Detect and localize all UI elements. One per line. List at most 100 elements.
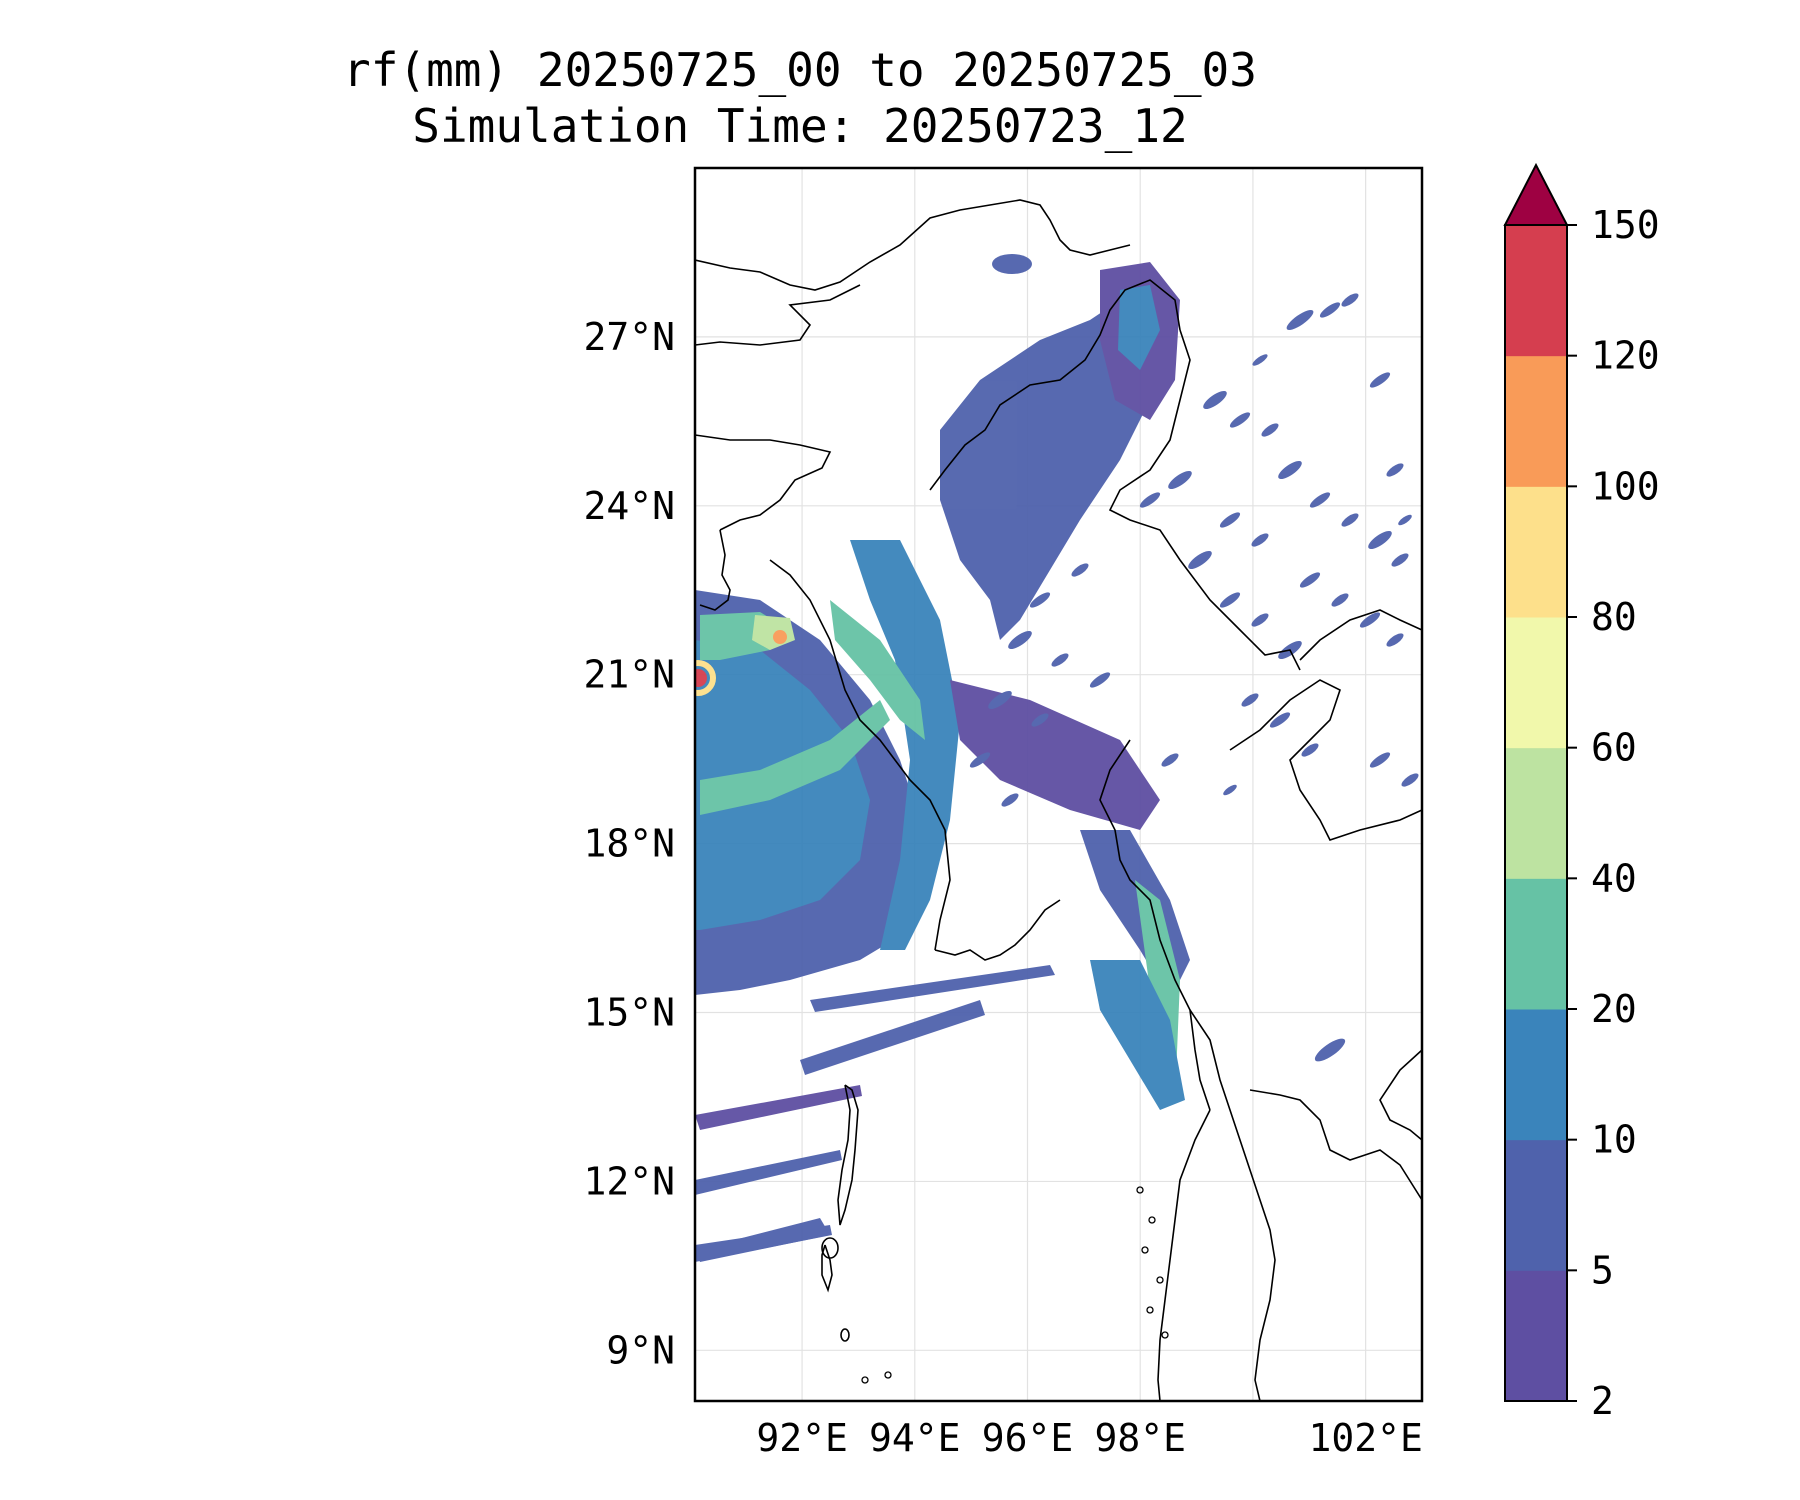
- rain-cell: [1286, 309, 1314, 331]
- lat-label: 12°N: [583, 1159, 675, 1203]
- border-nepal-bhutan: [695, 199, 1131, 291]
- rainfall-field: [695, 254, 1419, 1262]
- rain-cell: [1168, 470, 1192, 490]
- rain-cell: [1241, 693, 1259, 707]
- rain-streak-1: [810, 965, 1055, 1012]
- rain-cell: [1029, 592, 1051, 608]
- rain-cell: [1008, 630, 1032, 650]
- islands-mergui: [861, 1186, 1169, 1384]
- rain-cell: [1269, 712, 1291, 728]
- colorbar-segment: [1505, 486, 1567, 618]
- rain-cell: [1369, 372, 1391, 388]
- rain-cell: [1223, 784, 1237, 796]
- rain-cell: [988, 690, 1012, 710]
- lon-label: 96°E: [982, 1416, 1074, 1460]
- figure-subtitle: Simulation Time: 20250723_12: [412, 99, 1188, 153]
- colorbar-tick-label: 2: [1591, 1379, 1614, 1423]
- rain-cell: [1252, 354, 1268, 366]
- rain-streak-2: [800, 1000, 985, 1075]
- rain-cell: [1051, 653, 1069, 667]
- rain-cell: [969, 752, 991, 768]
- colorbar-extend-arrow: [1503, 162, 1569, 226]
- rain-cell: [1401, 773, 1419, 787]
- border-india-myanmar: [929, 279, 1181, 491]
- rain-cell: [1089, 672, 1111, 688]
- colorbar-segment: [1505, 1139, 1567, 1271]
- coast-bangladesh-delta: [699, 529, 731, 611]
- lon-label: 92°E: [756, 1416, 848, 1460]
- rain-cell: [1386, 633, 1404, 647]
- rain-south-tail-2: [1090, 960, 1185, 1110]
- latitude-labels: 27°N 24°N 21°N 18°N 15°N 12°N 9°N: [583, 315, 675, 1372]
- rain-cell: [1369, 752, 1391, 768]
- rain-cell: [1139, 492, 1161, 508]
- colorbar-tick-label: 10: [1591, 1118, 1637, 1162]
- colorbar-tick-label: 80: [1591, 595, 1637, 639]
- coast-thailand-east: [1249, 1089, 1422, 1201]
- rain-north-3: [1118, 285, 1160, 370]
- map-frame: [693, 166, 1424, 1403]
- rain-cell: [1161, 753, 1179, 767]
- rain-north-blob: [992, 254, 1032, 274]
- figure-title: rf(mm) 20250725_00 to 20250725_03: [343, 43, 1257, 97]
- colorbar-tick-label: 5: [1591, 1248, 1614, 1292]
- rain-cell: [1251, 613, 1269, 627]
- border-bangladesh: [695, 434, 832, 531]
- colorbar-tick-label: 40: [1591, 856, 1637, 900]
- rain-hotspot-c-ring: [695, 660, 716, 696]
- lat-label: 24°N: [583, 484, 675, 528]
- rain-streak-5: [695, 1218, 830, 1262]
- rain-cell: [1031, 713, 1049, 727]
- rain-cell: [1051, 533, 1069, 547]
- lat-label: 15°N: [583, 991, 675, 1035]
- rain-hotspot-b: [773, 630, 787, 644]
- coastlines: [695, 199, 1422, 1401]
- lon-label: 94°E: [869, 1416, 961, 1460]
- coast-andaman-s: [821, 1244, 833, 1293]
- colorbar-frame: [1504, 224, 1568, 1402]
- rain-cell: [1188, 550, 1212, 570]
- rain-cell: [1368, 530, 1392, 550]
- colorbar-tick-label: 60: [1591, 726, 1637, 770]
- lat-label: 21°N: [583, 653, 675, 697]
- colorbar-tick-label: 150: [1591, 203, 1660, 247]
- rain-coast-core: [830, 600, 925, 740]
- colorbar-segment: [1505, 878, 1567, 1010]
- colorbar-segment: [1505, 617, 1567, 749]
- colorbar-tick-label: 120: [1591, 334, 1660, 378]
- rain-cell: [1203, 390, 1227, 410]
- colorbar-tick-label: 20: [1591, 987, 1637, 1031]
- rain-cell: [1386, 463, 1404, 477]
- rain-cell: [1314, 1038, 1346, 1062]
- coast-myanmar-delta: [934, 899, 1061, 961]
- border-laos-vietnam: [1299, 609, 1422, 661]
- rain-cell: [1219, 512, 1241, 528]
- island-misc: [821, 1237, 839, 1259]
- rain-streak-6: [695, 1085, 862, 1130]
- colorbar: 2 5 10 20 40 60 80 100 120 150: [1503, 162, 1660, 1423]
- colorbar-segment: [1505, 355, 1567, 487]
- rain-cell: [1359, 612, 1381, 628]
- rain-cell: [1001, 793, 1019, 807]
- rain-cell: [1251, 533, 1269, 547]
- rain-cell: [1299, 572, 1321, 588]
- rain-streak-3: [695, 1150, 842, 1195]
- lon-label: 102°E: [1308, 1416, 1422, 1460]
- lon-label: 98°E: [1094, 1416, 1186, 1460]
- lat-label: 18°N: [583, 822, 675, 866]
- coast-thailand-gulf: [1189, 1009, 1276, 1401]
- coast-andaman-n: [837, 1084, 859, 1226]
- rain-band-mid: [700, 700, 890, 815]
- rain-central: [950, 680, 1160, 830]
- rain-scattered-cells: [969, 293, 1419, 1062]
- rain-cell: [1219, 592, 1241, 608]
- colorbar-tick-label: 100: [1591, 464, 1660, 508]
- colorbar-segment: [1505, 225, 1567, 357]
- border-laos-cambodia: [1379, 1049, 1422, 1141]
- rain-cell: [1398, 514, 1412, 526]
- rain-cell: [1071, 563, 1089, 577]
- rain-cell: [1341, 513, 1359, 527]
- island-nicobar: [840, 1328, 850, 1342]
- border-india-north: [695, 284, 861, 346]
